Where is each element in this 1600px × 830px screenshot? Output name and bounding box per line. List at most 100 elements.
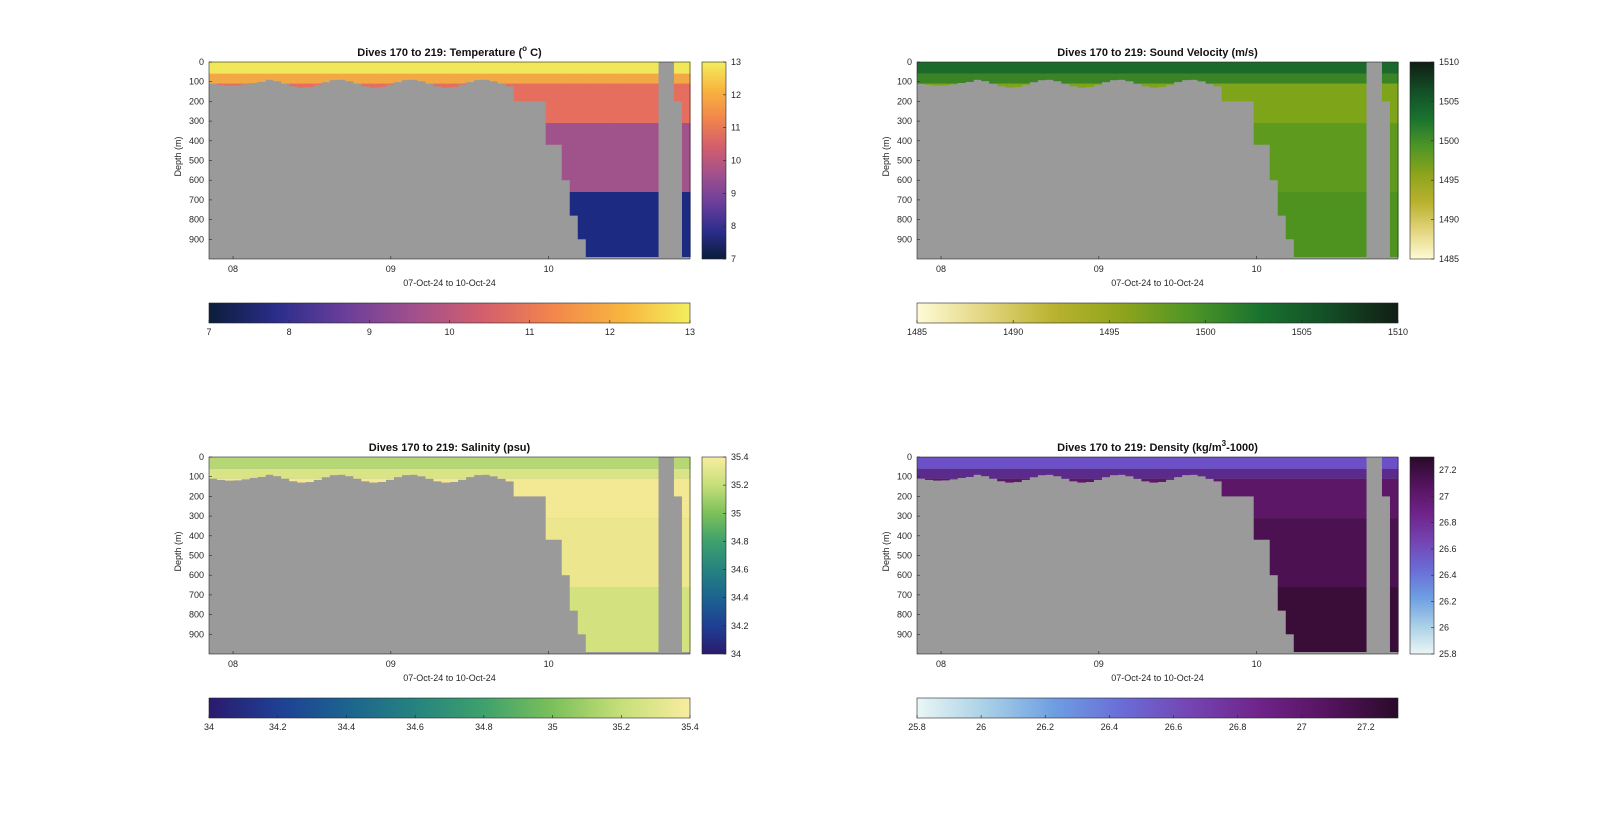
- colorbar-tick-label: 34.2: [269, 722, 287, 732]
- heatmap-cell: [489, 457, 499, 469]
- colorbar-tick-label: 1500: [1196, 327, 1216, 337]
- heatmap-cell: [965, 457, 974, 469]
- y-tick-label: 200: [897, 491, 912, 501]
- heatmap-cell: [1085, 62, 1094, 74]
- heatmap-cell: [233, 457, 242, 469]
- heatmap-cell: [1253, 62, 1263, 74]
- heatmap-cell: [1341, 73, 1351, 84]
- heatmap-cell: [641, 587, 651, 653]
- heatmap-cell: [241, 478, 250, 480]
- heatmap-cell: [577, 478, 587, 519]
- heatmap-cell: [957, 62, 966, 74]
- colorbar-vertical: 7 8 9 10 11 12 13: [701, 57, 741, 264]
- heatmap-cell: [1333, 468, 1343, 479]
- heatmap-cell: [1141, 73, 1151, 84]
- heatmap-cell: [385, 468, 394, 479]
- heatmap-cell: [681, 192, 691, 258]
- heatmap-cell: [1293, 192, 1303, 258]
- heatmap-cell: [1253, 83, 1263, 124]
- heatmap-cell: [1005, 83, 1014, 88]
- heatmap-cell: [1293, 518, 1303, 588]
- colorbar-horizontal: 25.8 26 26.2 26.4 26.6 26.8 27 27.2: [908, 697, 1399, 732]
- heatmap-cell: [1173, 73, 1183, 83]
- heatmap-cell: [457, 73, 467, 84]
- heatmap-cell: [673, 478, 683, 497]
- heatmap-cell: [1021, 73, 1030, 84]
- x-tick-label: 10: [1252, 264, 1262, 274]
- heatmap-cell: [1381, 457, 1391, 469]
- chart-title: Dives 170 to 219: Density (kg/m3-1000): [1057, 439, 1258, 454]
- heatmap-cell: [585, 123, 595, 193]
- heatmap-cell: [529, 62, 539, 74]
- heatmap-cell: [537, 62, 547, 74]
- heatmap-cell: [625, 123, 635, 193]
- heatmap-cell: [585, 83, 595, 124]
- heatmap-cell: [1053, 468, 1062, 477]
- heatmap-cell: [1085, 478, 1094, 483]
- heatmap-cell: [633, 123, 643, 193]
- heatmap-cell: [625, 518, 635, 588]
- heatmap-cell: [1133, 457, 1143, 469]
- heatmap-cell: [1285, 123, 1295, 193]
- heatmap-cell: [625, 83, 635, 124]
- y-tick-label: 400: [897, 531, 912, 541]
- heatmap-cell: [957, 73, 966, 83]
- heatmap-cell: [1381, 62, 1391, 74]
- colorbar-tick-label: 7: [731, 254, 736, 264]
- heatmap-cell: [297, 73, 306, 84]
- heatmap-cell: [1029, 62, 1038, 74]
- heatmap-cell: [933, 478, 942, 481]
- chart-panel-4: Dives 170 to 219: Density (kg/m3-1000) 0 1…: [881, 439, 1457, 732]
- heatmap-cell: [1021, 83, 1030, 85]
- heatmap-cell: [1317, 62, 1327, 74]
- heatmap-cell: [1021, 468, 1030, 479]
- colorbar-tick-label: 1510: [1439, 57, 1459, 67]
- heatmap-cell: [1317, 587, 1327, 653]
- x-tick-label: 09: [386, 659, 396, 669]
- heatmap-cell: [1213, 457, 1223, 469]
- heatmap-cell: [925, 468, 934, 479]
- heatmap-cell: [1309, 518, 1319, 588]
- y-axis-label: Depth (m): [881, 137, 891, 177]
- heatmap-cell: [553, 478, 563, 519]
- heatmap-cell: [1349, 587, 1359, 653]
- heatmap-cell: [633, 587, 643, 653]
- y-tick-label: 900: [189, 234, 204, 244]
- colorbar-tick-label: 26.8: [1229, 722, 1247, 732]
- heatmap-cell: [537, 73, 547, 84]
- heatmap-cell: [1221, 83, 1231, 102]
- heatmap-cell: [457, 62, 467, 74]
- heatmap-cell: [345, 457, 354, 469]
- heatmap-cell: [649, 62, 659, 74]
- heatmap-cell: [609, 478, 619, 519]
- heatmap-cell: [641, 478, 651, 519]
- heatmap-cell: [1093, 73, 1102, 84]
- colorbar-tick-label: 11: [731, 123, 740, 133]
- heatmap-cell: [673, 468, 683, 479]
- heatmap-cell: [1325, 478, 1335, 519]
- heatmap-cell: [313, 83, 322, 85]
- heatmap-cell: [505, 62, 515, 74]
- heatmap-cell: [601, 73, 611, 84]
- heatmap-cell: [1181, 457, 1191, 469]
- heatmap-cell: [577, 123, 587, 193]
- heatmap-cell: [265, 73, 274, 80]
- heatmap-cell: [1245, 457, 1255, 469]
- heatmap-cell: [1389, 478, 1399, 519]
- heatmap-cell: [1333, 457, 1343, 469]
- x-tick-label: 10: [1252, 659, 1262, 669]
- heatmap-cell: [409, 457, 419, 469]
- y-axis: 0 100 200 300 400 500 600 700 800 900: [897, 452, 920, 639]
- heatmap-cells: [917, 62, 1399, 258]
- heatmap-cell: [577, 83, 587, 124]
- heatmap-cell: [1293, 468, 1303, 479]
- heatmap-cell: [649, 478, 659, 519]
- heatmap-cell: [385, 478, 394, 480]
- heatmap-cell: [1109, 457, 1119, 469]
- heatmap-cell: [561, 83, 571, 124]
- heatmap-cell: [585, 468, 595, 479]
- heatmap-cell: [1229, 73, 1239, 84]
- colorbar-vertical: 1485 1490 1495 1500 1505 1510: [1409, 57, 1459, 264]
- colorbar-horizontal: 1485 1490 1495 1500 1505 1510: [907, 302, 1408, 337]
- heatmap-cell: [1053, 62, 1062, 74]
